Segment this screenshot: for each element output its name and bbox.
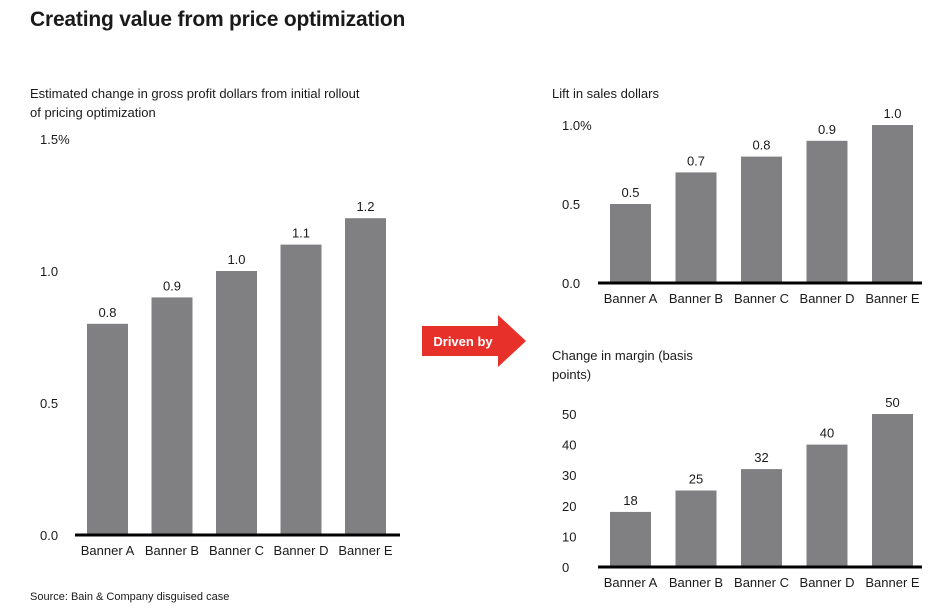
chart-3-value-label: 25 — [689, 472, 703, 487]
chart-3-subtitle: Change in margin (basis points) — [552, 348, 693, 382]
source-note: Source: Bain & Company disguised case — [30, 591, 230, 603]
chart-1-bar — [216, 271, 257, 535]
chart-3-category-label: Banner E — [865, 575, 920, 590]
chart-3-y-tick-label: 40 — [562, 438, 576, 453]
chart-3-category-label: Banner C — [734, 575, 789, 590]
chart-1-bar — [151, 297, 193, 535]
chart-3-category-label: Banner A — [604, 575, 658, 590]
arrow-label: Driven by — [433, 333, 493, 349]
chart-3-value-label: 50 — [885, 395, 899, 410]
chart-3-y-tick-label: 20 — [562, 499, 576, 514]
chart-1-value-label: 1.0 — [227, 252, 245, 267]
chart-3-y-tick-label: 10 — [562, 529, 576, 544]
chart-3-bar — [741, 469, 782, 567]
chart-2-bar — [741, 156, 782, 283]
chart-2-y-tick-label: 0.0 — [562, 276, 580, 291]
chart-1-bar — [87, 323, 128, 535]
chart-2-y-tick-label: 0.5 — [562, 197, 580, 212]
chart-2-y-tick-label: 1.0% — [562, 118, 592, 133]
chart-3-bar — [675, 490, 717, 567]
chart-3-category-label: Banner B — [669, 575, 723, 590]
chart-3-value-label: 32 — [754, 450, 768, 465]
chart-2-value-label: 0.8 — [752, 138, 770, 153]
chart-3-category-label: Banner D — [800, 575, 855, 590]
chart-1-y-tick-label: 1.5% — [40, 132, 70, 147]
page-title: Creating value from price optimization — [30, 8, 406, 31]
chart-1-subtitle: Estimated change in gross profit dollars… — [30, 86, 360, 120]
chart-2-category-label: Banner E — [865, 291, 920, 306]
chart-3-bar — [872, 414, 913, 567]
chart-2-bar — [610, 204, 651, 283]
chart-2-value-label: 0.5 — [621, 185, 639, 200]
chart-1-category-label: Banner C — [209, 543, 264, 558]
chart-3-value-label: 18 — [623, 493, 637, 508]
chart-2-value-label: 0.9 — [818, 122, 836, 137]
chart-2-category-label: Banner C — [734, 291, 789, 306]
chart-2-bar — [806, 140, 848, 283]
chart-1-y-tick-label: 0.5 — [40, 396, 58, 411]
chart-3-y-tick-label: 0 — [562, 560, 569, 575]
chart-1-value-label: 1.1 — [292, 226, 310, 241]
chart-2-subtitle: Lift in sales dollars — [552, 86, 659, 101]
chart-1-y-tick-label: 1.0 — [40, 264, 58, 279]
chart-1-value-label: 1.2 — [356, 199, 374, 214]
chart-1-value-label: 0.9 — [163, 278, 181, 293]
chart-2-bar — [872, 125, 913, 283]
chart-1-category-label: Banner A — [81, 543, 135, 558]
chart-3-value-label: 40 — [820, 426, 834, 441]
chart-1-category-label: Banner D — [274, 543, 329, 558]
chart-2-category-label: Banner A — [604, 291, 658, 306]
chart-1-bar — [345, 218, 386, 535]
driven-by-arrow: Driven by — [422, 315, 526, 367]
chart-2-category-label: Banner D — [800, 291, 855, 306]
chart-1-y-tick-label: 0.0 — [40, 528, 58, 543]
chart-2-value-label: 1.0 — [883, 106, 901, 121]
chart-3-bar — [610, 511, 651, 567]
chart-2-bar — [675, 172, 717, 283]
chart-2-category-label: Banner B — [669, 291, 723, 306]
chart-2-value-label: 0.7 — [687, 153, 705, 168]
chart-1-value-label: 0.8 — [98, 305, 116, 320]
chart-3-y-tick-label: 30 — [562, 468, 576, 483]
chart-1-bar — [280, 244, 322, 535]
chart-1-category-label: Banner E — [338, 543, 393, 558]
chart-1-category-label: Banner B — [145, 543, 199, 558]
chart-3-bar — [806, 444, 848, 567]
chart-3-y-tick-label: 50 — [562, 407, 576, 422]
arrow-right-icon — [422, 315, 526, 367]
